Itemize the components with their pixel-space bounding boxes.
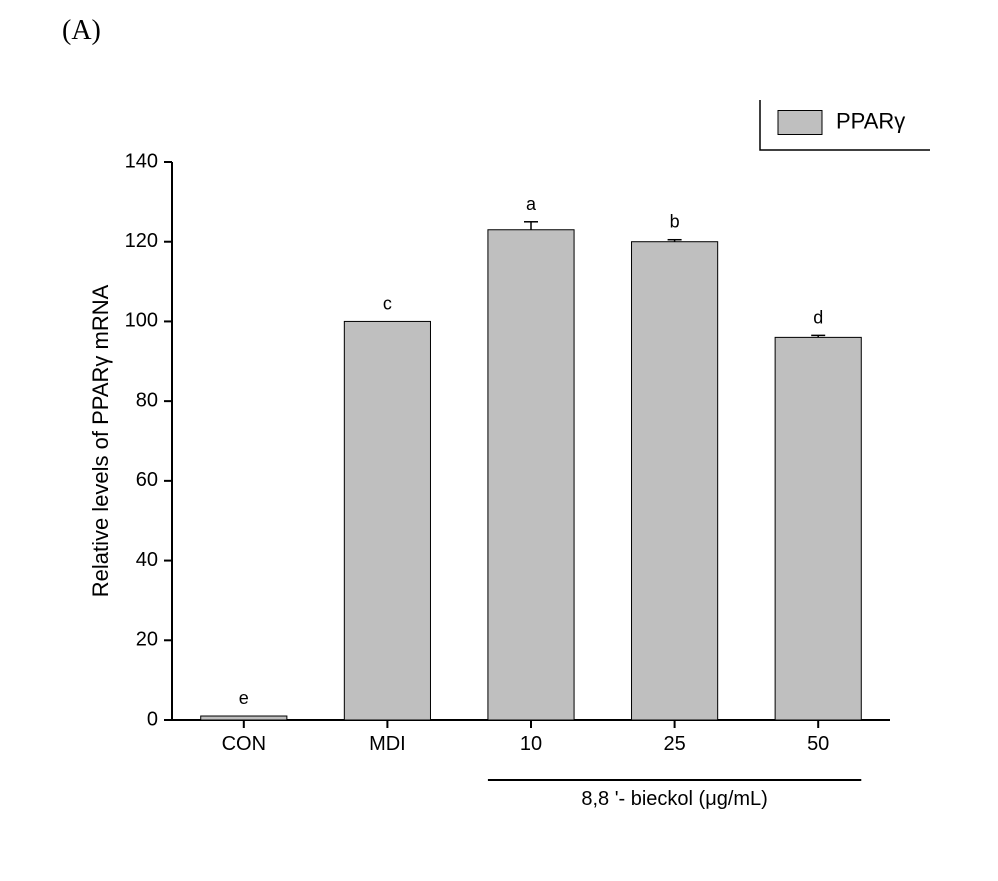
panel-label: (A) <box>62 15 101 47</box>
y-tick-label: 60 <box>136 469 158 491</box>
y-tick-label: 80 <box>136 389 158 411</box>
y-tick-label: 20 <box>136 629 158 651</box>
x-tick-label: 10 <box>520 733 542 755</box>
x-tick-label: MDI <box>369 733 406 755</box>
x-tick-label: 25 <box>663 733 685 755</box>
x-tick-label: 50 <box>807 733 829 755</box>
y-tick-label: 0 <box>147 708 158 730</box>
legend-label: PPARγ <box>836 108 905 133</box>
bar <box>632 242 718 720</box>
significance-label: b <box>670 212 680 232</box>
bar <box>775 337 861 720</box>
bar <box>488 230 574 720</box>
y-tick-label: 100 <box>125 310 158 332</box>
y-tick-label: 40 <box>136 549 158 571</box>
y-tick-label: 140 <box>125 150 158 172</box>
bar <box>201 716 287 720</box>
treatment-label: 8,8 '- bieckol (μg/mL) <box>581 788 768 810</box>
bar <box>344 321 430 720</box>
y-tick-label: 120 <box>125 230 158 252</box>
significance-label: c <box>383 293 392 313</box>
bar-chart: 0 20 40 60 80 100 120 140 Relative levels of PPA… <box>60 100 930 820</box>
x-tick-label: CON <box>222 733 266 755</box>
significance-label: e <box>239 688 249 708</box>
significance-label: d <box>813 307 823 327</box>
legend-swatch <box>778 111 822 135</box>
significance-label: a <box>526 194 537 214</box>
y-axis-label: Relative levels of PPARγ mRNA <box>88 284 113 597</box>
